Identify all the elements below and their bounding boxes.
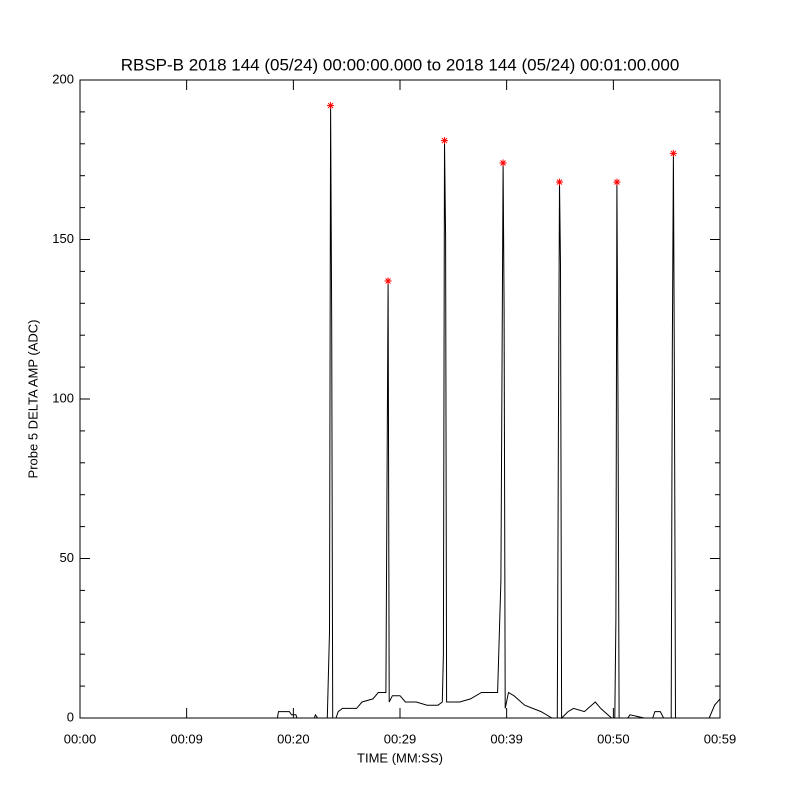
y-tick-label: 50	[60, 550, 74, 565]
peak-marker	[384, 277, 392, 285]
x-tick-label: 00:29	[384, 731, 417, 746]
peak-marker	[440, 137, 448, 145]
marker-stroke	[441, 137, 448, 144]
marker-stroke	[385, 278, 391, 284]
peak-marker	[555, 178, 563, 186]
marker-stroke	[556, 179, 563, 185]
marker-stroke	[500, 160, 506, 166]
marker-stroke	[614, 179, 620, 185]
marker-stroke	[327, 102, 334, 109]
x-tick-label: 00:09	[170, 731, 203, 746]
x-tick-label: 00:50	[597, 731, 630, 746]
y-tick-label: 200	[52, 71, 74, 86]
x-tick-label: 00:59	[704, 731, 737, 746]
x-axis-label: TIME (MM:SS)	[357, 750, 443, 765]
x-tick-label: 00:20	[277, 731, 310, 746]
x-tick-label: 00:39	[490, 731, 523, 746]
chart-title: RBSP-B 2018 144 (05/24) 00:00:00.000 to …	[121, 55, 680, 74]
y-tick-label: 150	[52, 231, 74, 246]
peak-marker	[327, 102, 335, 110]
y-tick-label: 100	[52, 390, 74, 405]
peak-marker	[613, 178, 621, 186]
y-axis-label: Probe 5 DELTA AMP (ADC)	[25, 320, 40, 479]
peak-marker	[669, 149, 677, 157]
y-tick-label: 0	[67, 709, 74, 724]
peak-marker	[499, 159, 507, 167]
data-line	[80, 105, 721, 720]
marker-stroke	[670, 150, 677, 157]
x-tick-label: 00:00	[64, 731, 97, 746]
